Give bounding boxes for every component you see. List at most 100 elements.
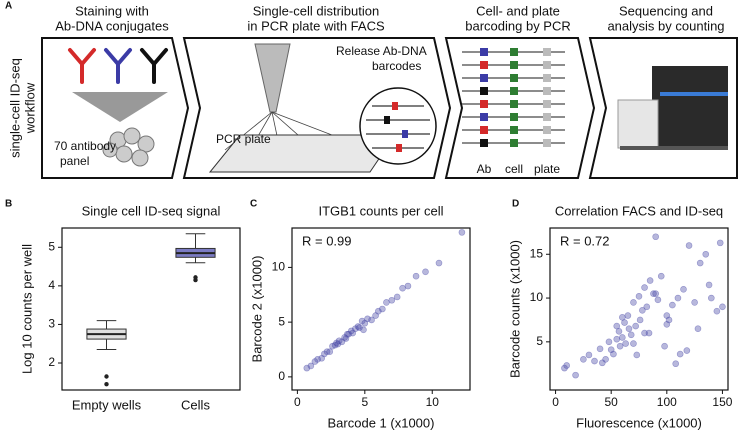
plot-frame bbox=[549, 227, 729, 391]
ab-code bbox=[480, 139, 488, 147]
point bbox=[364, 315, 371, 323]
step-note: barcodes bbox=[372, 59, 421, 73]
point bbox=[650, 290, 657, 297]
y-tick-label: 5 bbox=[278, 314, 285, 328]
y-tick-label: 0 bbox=[278, 369, 285, 383]
point bbox=[596, 345, 604, 353]
point bbox=[412, 272, 420, 280]
barcode bbox=[384, 116, 390, 124]
point bbox=[669, 301, 676, 309]
ab-code bbox=[480, 113, 488, 121]
step-title: barcoding by PCR bbox=[465, 18, 571, 33]
point bbox=[716, 239, 724, 247]
outlier bbox=[193, 277, 198, 283]
point bbox=[694, 325, 702, 333]
y-tick-label: 5 bbox=[536, 334, 543, 348]
point bbox=[625, 325, 633, 333]
chart-title: Correlation FACS and ID-seq bbox=[555, 203, 723, 218]
point bbox=[404, 282, 412, 290]
point bbox=[705, 281, 713, 289]
point bbox=[314, 356, 321, 363]
plate-code bbox=[543, 48, 551, 56]
x-tick-label: 5 bbox=[361, 395, 368, 409]
point bbox=[375, 307, 382, 315]
plate-code bbox=[543, 126, 551, 134]
step-note: 70 antibody bbox=[54, 139, 116, 153]
step-title: in PCR plate with FACS bbox=[247, 18, 385, 33]
cell-code bbox=[510, 126, 518, 134]
point bbox=[652, 233, 659, 241]
point bbox=[674, 294, 682, 302]
point bbox=[657, 272, 665, 280]
cell-code bbox=[510, 61, 518, 69]
sequencer-front bbox=[617, 99, 659, 149]
ab-code bbox=[480, 74, 488, 82]
cell-code bbox=[510, 100, 518, 108]
panel-label: A bbox=[5, 1, 12, 12]
step-title: Cell- and plate bbox=[476, 3, 560, 18]
sequencer-light bbox=[660, 92, 728, 96]
point bbox=[585, 351, 593, 359]
cell-code bbox=[510, 113, 518, 121]
y-tick-label: 2 bbox=[48, 355, 55, 369]
x-tick-label: 0 bbox=[552, 395, 559, 409]
sorter-stream bbox=[254, 43, 291, 113]
point bbox=[708, 294, 715, 302]
part-label: cell bbox=[505, 162, 523, 176]
point bbox=[630, 340, 637, 347]
point bbox=[326, 348, 334, 355]
annotation: R = 0.99 bbox=[302, 233, 352, 248]
point bbox=[691, 299, 698, 306]
plate-code bbox=[543, 87, 551, 95]
point bbox=[580, 356, 587, 363]
panel-label: C bbox=[250, 199, 257, 210]
point bbox=[379, 305, 386, 313]
point bbox=[683, 347, 691, 354]
point bbox=[627, 331, 635, 339]
plot-frame bbox=[61, 227, 241, 391]
point bbox=[624, 312, 632, 319]
point bbox=[435, 259, 443, 267]
y-tick-label: 4 bbox=[48, 278, 55, 292]
point bbox=[685, 242, 693, 249]
x-axis-title: Fluorescence (x1000) bbox=[576, 415, 702, 430]
point bbox=[643, 303, 651, 311]
point bbox=[622, 340, 629, 347]
zoom-circle bbox=[359, 87, 437, 165]
point bbox=[323, 348, 331, 355]
x-tick-label: 50 bbox=[605, 395, 619, 409]
point bbox=[633, 351, 641, 359]
step-note: PCR plate bbox=[216, 132, 271, 146]
ab-code bbox=[480, 48, 488, 56]
point bbox=[572, 371, 579, 379]
antibody bbox=[68, 48, 96, 84]
x-tick-label: 0 bbox=[294, 395, 301, 409]
point bbox=[680, 285, 687, 293]
sequencer-base bbox=[620, 146, 728, 150]
point bbox=[639, 307, 646, 314]
point bbox=[676, 350, 684, 358]
point bbox=[719, 303, 726, 311]
plate-code bbox=[543, 100, 551, 108]
chart-title: ITGB1 counts per cell bbox=[319, 203, 444, 218]
y-tick-label: 10 bbox=[272, 260, 286, 274]
step-title: Ab-DNA conjugates bbox=[55, 18, 169, 33]
point bbox=[368, 316, 375, 324]
part-label: plate bbox=[534, 162, 560, 176]
plate-code bbox=[543, 61, 551, 69]
point bbox=[632, 322, 639, 330]
y-tick-label: 10 bbox=[530, 290, 544, 304]
point bbox=[672, 360, 680, 368]
point bbox=[652, 290, 659, 297]
side-title: single-cell ID-seq workflow bbox=[7, 58, 37, 158]
point bbox=[619, 314, 626, 321]
x-tick-label: 10 bbox=[426, 395, 440, 409]
point bbox=[333, 339, 340, 347]
antibodies bbox=[68, 48, 168, 84]
point bbox=[307, 362, 315, 370]
outlier bbox=[104, 382, 109, 387]
point bbox=[696, 259, 704, 267]
point bbox=[613, 322, 621, 330]
point bbox=[641, 329, 648, 337]
